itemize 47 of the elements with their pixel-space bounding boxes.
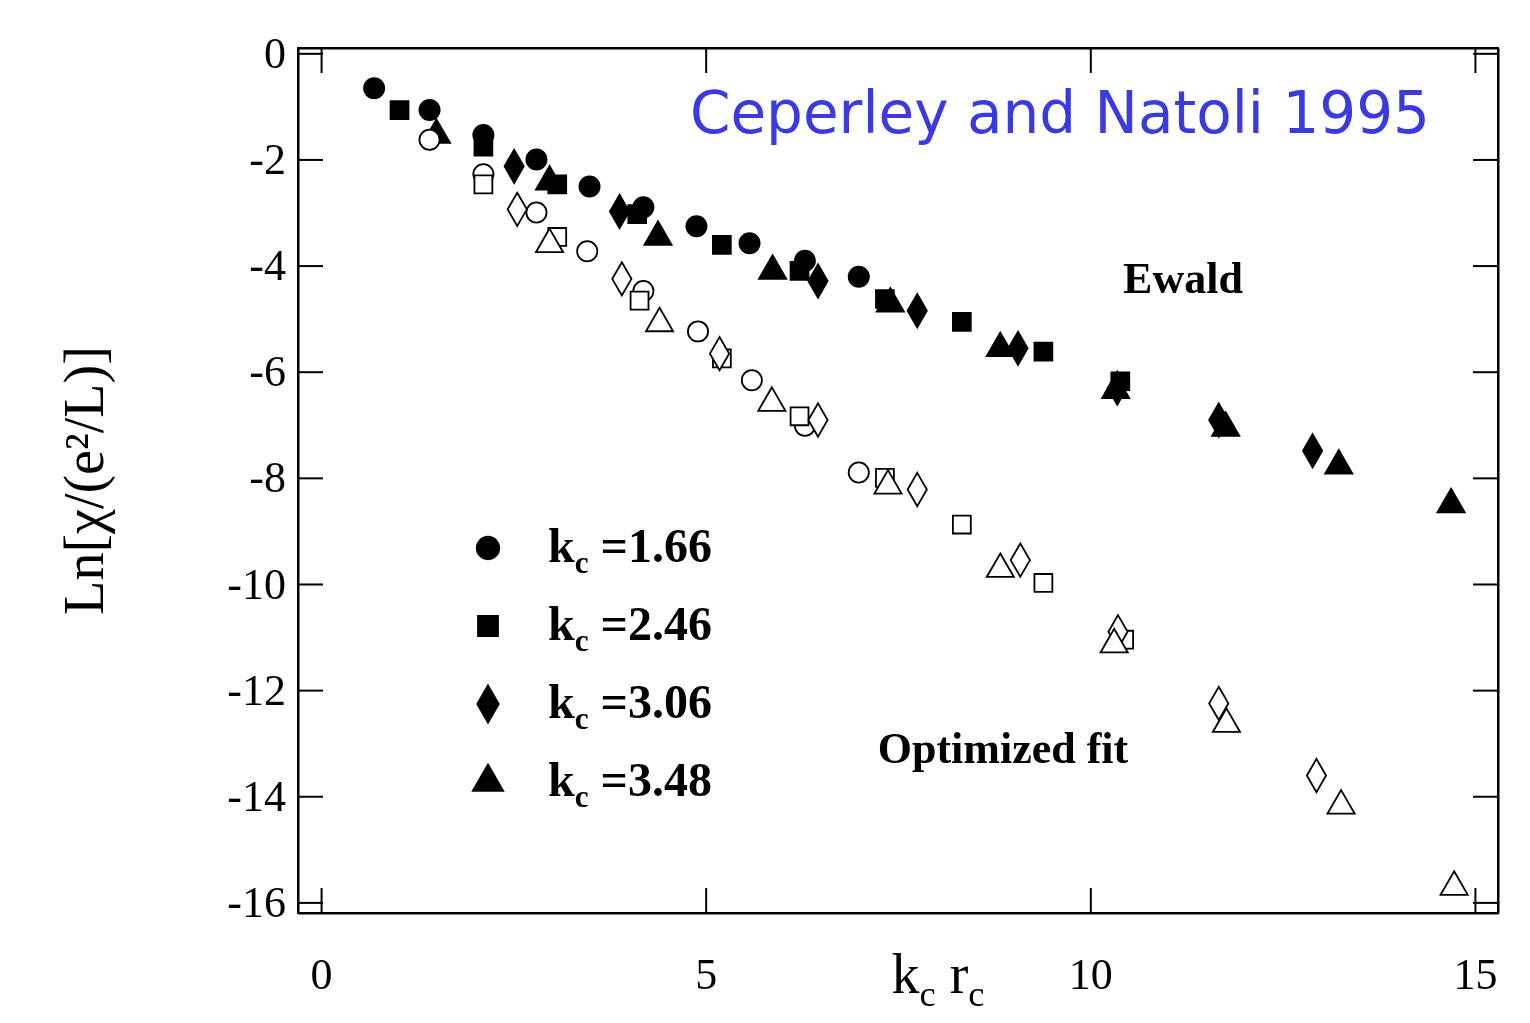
- y-tick-label: -8: [249, 453, 286, 503]
- point: [847, 265, 870, 288]
- point: [789, 406, 810, 427]
- legend-label: k$_{c}$=3.06: [548, 675, 712, 736]
- y-tick-label: -14: [227, 771, 286, 821]
- point: [576, 240, 599, 263]
- x-tick-label: 15: [1453, 950, 1498, 1000]
- x-tick-label: 10: [1068, 950, 1113, 1000]
- y-tick-label: -4: [249, 241, 286, 291]
- point: [847, 461, 870, 484]
- point: [525, 201, 548, 224]
- annotation: Ewald: [1123, 254, 1243, 303]
- point: [627, 204, 648, 224]
- annotation: Optimized fit: [877, 724, 1129, 773]
- point: [418, 128, 441, 151]
- point: [740, 369, 763, 392]
- point: [1033, 573, 1054, 593]
- x-tick-label: 0: [310, 950, 333, 1000]
- point: [952, 514, 972, 535]
- point: [473, 174, 494, 195]
- point: [952, 311, 972, 332]
- y-tick-label: -6: [249, 347, 286, 397]
- point: [685, 215, 708, 238]
- legend-label: k$_{c}$=2.46: [548, 597, 712, 658]
- y-tick-label: -10: [227, 559, 286, 609]
- point: [363, 77, 386, 100]
- point: [525, 148, 548, 171]
- point: [1033, 341, 1054, 362]
- text: Ceperley and Natoli 1995: [689, 79, 1430, 147]
- point: [389, 100, 410, 120]
- point: [418, 99, 441, 122]
- point: [578, 175, 601, 198]
- y-axis-title: Ln[χ/(e²/L)]: [53, 346, 116, 615]
- y-tick-label: -12: [227, 665, 286, 715]
- legend-label: k$_{c}$=3.48: [548, 753, 712, 814]
- point: [473, 136, 494, 157]
- point: [687, 320, 709, 343]
- legend-label: k$_{c}$=1.66: [548, 519, 712, 580]
- x-axis-title: k$_{c}$r$_{c}$: [891, 943, 985, 1014]
- y-tick-label: -16: [227, 877, 286, 927]
- y-tick-label: 0: [264, 28, 286, 78]
- point: [629, 290, 650, 311]
- point: [712, 235, 732, 255]
- point: [789, 261, 810, 281]
- x-tick-label: 5: [695, 950, 718, 1000]
- point: [738, 232, 761, 255]
- y-tick-label: -2: [249, 135, 286, 185]
